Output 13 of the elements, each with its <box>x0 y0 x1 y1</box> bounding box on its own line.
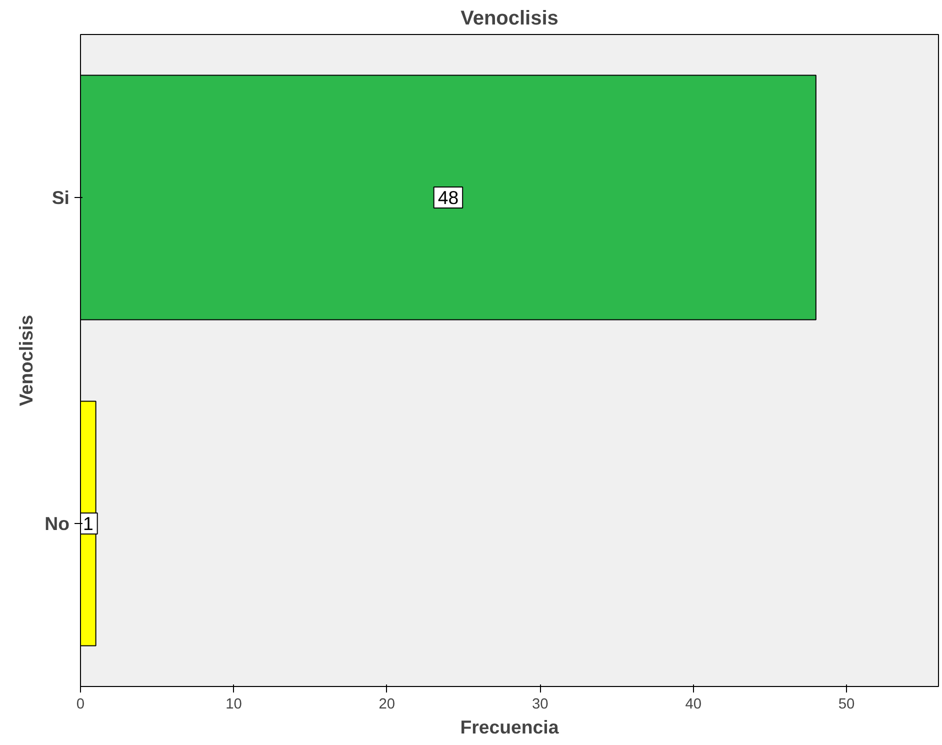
y-tick-label: No <box>44 513 70 534</box>
y-tick-label: Si <box>52 187 70 208</box>
x-tick-label: 50 <box>838 696 855 712</box>
x-tick-label: 20 <box>378 696 396 712</box>
x-axis-title: Frecuencia <box>460 716 560 738</box>
x-tick-label: 10 <box>226 696 242 712</box>
data-label: 1 <box>82 513 94 534</box>
chart-title: Venoclisis <box>460 8 558 30</box>
x-tick-label: 30 <box>532 696 548 712</box>
x-tick-label: 40 <box>685 696 702 712</box>
data-label: 48 <box>438 187 459 208</box>
y-axis-title: Venoclisis <box>16 314 37 406</box>
x-tick-label: 0 <box>76 696 85 712</box>
